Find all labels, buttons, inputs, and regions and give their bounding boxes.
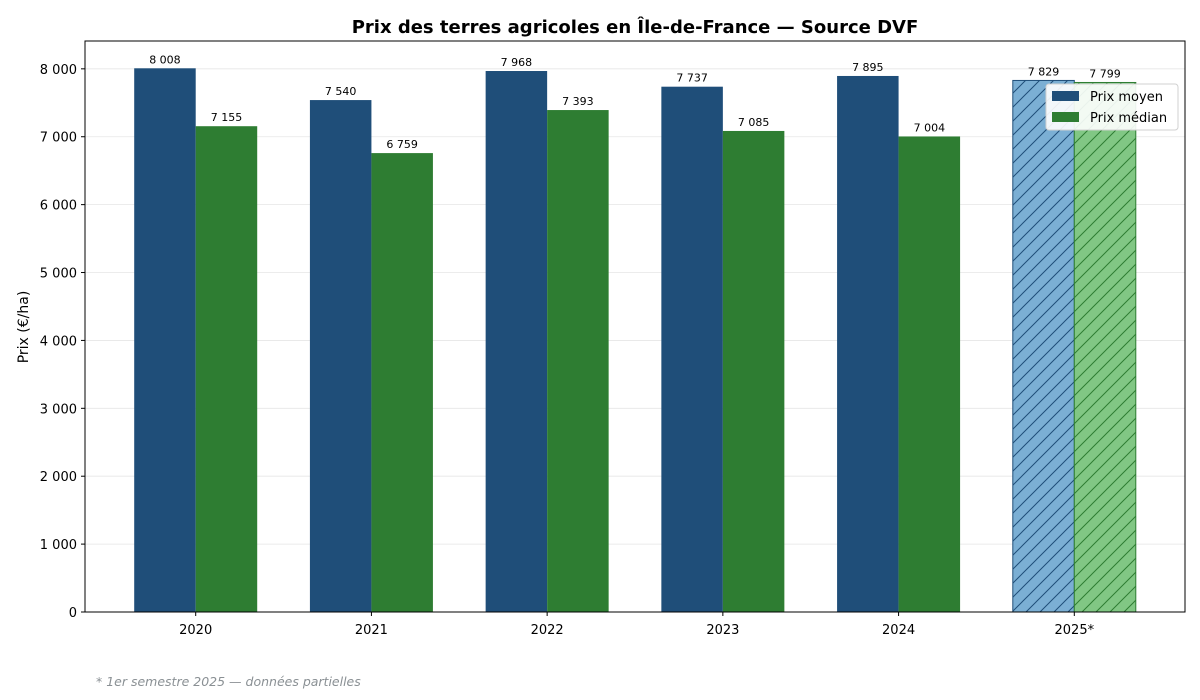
y-tick-label: 0 <box>69 606 77 621</box>
x-tick-label: 2024 <box>882 623 915 638</box>
bar-hatch <box>1012 79 1075 613</box>
legend: Prix moyen Prix médian <box>1045 83 1179 131</box>
data-label: 7 968 <box>501 56 533 69</box>
data-label: 7 085 <box>738 116 770 129</box>
y-axis-label: Prix (€/ha) <box>16 291 32 364</box>
y-tick-label: 5 000 <box>40 267 77 282</box>
legend-label-median: Prix médian <box>1090 111 1167 126</box>
data-label: 7 829 <box>1028 65 1060 78</box>
legend-swatch-mean <box>1052 91 1079 101</box>
x-tick-label: 2022 <box>531 623 564 638</box>
bar-mean <box>837 75 899 612</box>
legend-swatch-median <box>1052 112 1079 122</box>
bar-median <box>898 136 961 612</box>
y-tick-label: 4 000 <box>40 334 77 349</box>
y-tick-label: 2 000 <box>40 470 77 485</box>
bar-median <box>547 110 609 612</box>
bar-median <box>722 130 785 612</box>
data-label: 7 004 <box>914 121 946 134</box>
data-label: 7 799 <box>1089 67 1121 80</box>
bar-mean <box>134 68 196 612</box>
bar-median <box>195 126 258 612</box>
y-tick-label: 7 000 <box>40 131 77 146</box>
y-tick-label: 6 000 <box>40 199 77 214</box>
plot-frame <box>84 40 1186 613</box>
y-tick-label: 3 000 <box>40 402 77 417</box>
bar-mean <box>485 71 548 612</box>
data-label: 8 008 <box>149 53 181 66</box>
legend-label-mean: Prix moyen <box>1090 90 1163 105</box>
x-tick-label: 2023 <box>706 623 739 638</box>
data-label: 6 759 <box>386 138 418 151</box>
bar-mean <box>309 100 372 612</box>
bar-mean <box>661 86 723 612</box>
x-tick-label: 2021 <box>355 623 388 638</box>
chart-title: Prix des terres agricoles en Île-de-Fran… <box>352 16 919 38</box>
bar-hatch <box>1073 81 1137 613</box>
data-label: 7 737 <box>676 72 708 85</box>
bar-median <box>371 153 433 612</box>
data-label: 7 393 <box>562 95 594 108</box>
data-label: 7 155 <box>211 111 243 124</box>
x-tick-label: 2020 <box>179 623 212 638</box>
y-tick-label: 1 000 <box>40 538 77 553</box>
footnote: * 1er semestre 2025 — données partielles <box>96 674 361 689</box>
data-label: 7 895 <box>852 61 884 74</box>
x-tick-label: 2025* <box>1055 623 1095 638</box>
y-tick-label: 8 000 <box>40 63 77 78</box>
data-label: 7 540 <box>325 85 357 98</box>
